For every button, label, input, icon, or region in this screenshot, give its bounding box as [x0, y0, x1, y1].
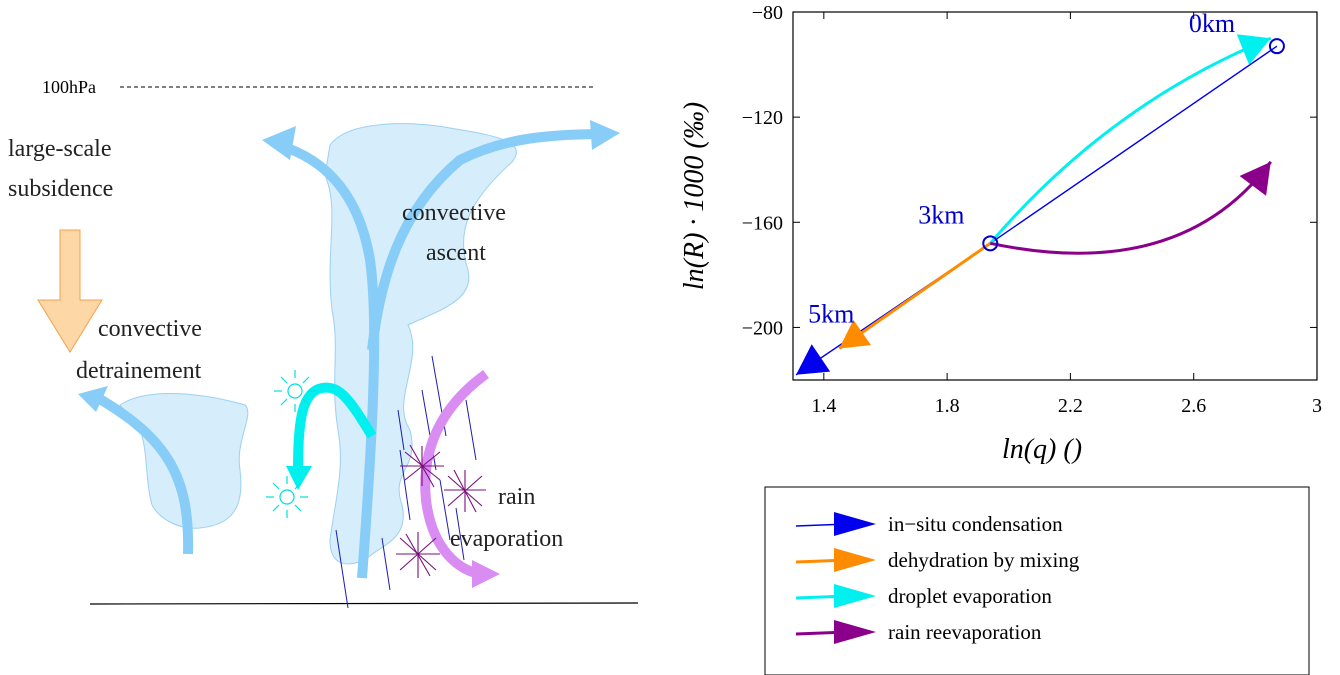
evaporation-star-icon-middle [444, 469, 486, 513]
ascent-label-line1: convective [402, 200, 506, 226]
detrainment-arrow [95, 393, 194, 555]
large-cloud [324, 123, 517, 565]
ascent-label-line2: ascent [426, 240, 486, 266]
series-in-situ-arrowhead [796, 344, 831, 375]
altitude-point-marker [1268, 38, 1285, 55]
y-tick-label: −200 [742, 317, 783, 339]
droplet-icon-lower [266, 476, 308, 518]
chart-series [795, 34, 1278, 376]
axis-ticks: 1.4 1.8 2.2 2.6 3 −80 −120 −160 −200 [742, 2, 1322, 417]
convection-schematic: 100hPa [8, 77, 639, 609]
subsidence-label-line2: subsidence [8, 176, 113, 202]
subsidence-arrow [37, 229, 103, 353]
altitude-label: 3km [918, 200, 964, 229]
tropopause-label: 100hPa [42, 77, 96, 97]
detrain-label-line2: detrainement [76, 358, 202, 384]
isotope-chart: 1.4 1.8 2.2 2.6 3 −80 −120 −160 −200 0km 3km 5km l… [679, 2, 1322, 675]
plot-frame [792, 11, 1318, 381]
evaporation-star-icon-lower [396, 532, 440, 578]
legend-label: in−situ condensation [888, 512, 1063, 536]
updraft-arrow-left [276, 140, 380, 579]
x-tick-label: 1.8 [935, 395, 960, 417]
x-tick-label: 3 [1312, 395, 1322, 417]
series-in-situ-line [795, 45, 1278, 376]
droplet-evaporation-arrow [293, 382, 377, 471]
series-droplet-line [989, 36, 1272, 245]
x-tick-label: 2.2 [1058, 395, 1083, 417]
legend-label: rain reevaporation [888, 620, 1042, 644]
updraft-arrow-right [367, 129, 599, 351]
legend-swatch-arrowhead [834, 584, 876, 608]
series-droplet-arrowhead [1236, 34, 1271, 65]
legend-label: droplet evaporation [888, 584, 1052, 608]
series-mixing-line [838, 242, 992, 350]
subsidence-label-line1: large-scale [8, 136, 112, 162]
legend-swatch-arrowhead [834, 548, 876, 572]
y-tick-label: −120 [742, 107, 783, 129]
altitude-label: 0km [1189, 9, 1235, 38]
evaporation-star-icon-upper [400, 444, 444, 488]
rain-label-line1: rain [498, 484, 535, 510]
small-cloud [119, 392, 249, 529]
detrain-label-line1: convective [98, 316, 202, 342]
x-axis-label: ln(q) () [1002, 434, 1082, 465]
y-tick-label: −160 [742, 212, 783, 234]
series-rain-line [989, 160, 1272, 255]
legend-label: dehydration by mixing [888, 548, 1080, 572]
x-tick-label: 2.6 [1181, 395, 1206, 417]
series-mixing-arrowhead [839, 319, 872, 349]
x-tick-label: 1.4 [811, 395, 836, 417]
ground-line [89, 602, 639, 605]
legend-swatch-arrowhead [834, 512, 876, 536]
y-axis-label: ln(R) · 1000 (‰) [679, 102, 710, 290]
series-rain-arrowhead [1239, 161, 1271, 196]
chart-points: 0km 3km 5km [808, 9, 1285, 329]
legend-swatch-arrowhead [834, 620, 876, 644]
legend: in−situ condensation dehydration by mixin… [795, 512, 1080, 644]
rain-label-line2: evaporation [450, 526, 563, 552]
droplet-icon-upper [274, 370, 316, 412]
rain-evaporation-arrow [420, 369, 489, 579]
altitude-point-marker [982, 235, 999, 252]
altitude-label: 5km [808, 300, 854, 329]
y-tick-label: −80 [752, 2, 783, 24]
